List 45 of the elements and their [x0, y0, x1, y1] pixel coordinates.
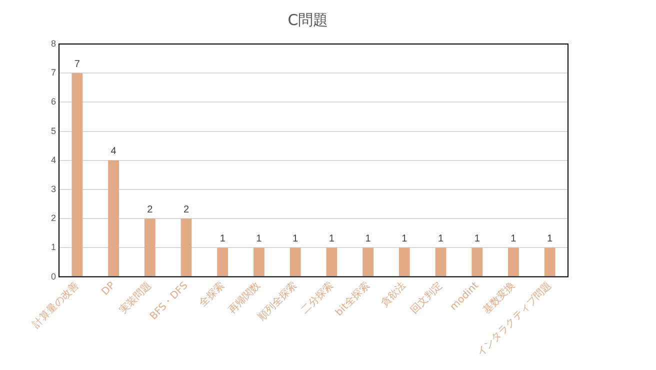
- bar: [217, 248, 228, 276]
- bar: [290, 248, 301, 276]
- x-tick-label: 全探索: [196, 280, 227, 310]
- y-tick-label: 7: [50, 68, 56, 78]
- data-label: 1: [547, 233, 554, 244]
- y-tick-label: 8: [50, 38, 56, 48]
- y-tick-label: 0: [50, 271, 56, 282]
- x-tick-label: DP: [100, 280, 118, 298]
- x-tick-label: 計算量の改善: [30, 280, 82, 330]
- bar: [144, 218, 156, 276]
- y-tick-label: 1: [50, 242, 56, 252]
- y-tick-label: 3: [50, 184, 56, 194]
- x-tick-label: bit全探索: [333, 280, 372, 318]
- x-tick-label: 回文判定: [408, 280, 445, 316]
- chart-title: C問題: [288, 10, 328, 29]
- data-label: 7: [74, 58, 80, 70]
- bar: [472, 248, 483, 276]
- x-tick-label: 二分探索: [298, 280, 336, 316]
- data-label: 1: [256, 233, 262, 244]
- data-label: 1: [328, 233, 335, 244]
- bar: [398, 248, 410, 276]
- y-tick-label: 5: [50, 126, 56, 136]
- bar: [362, 248, 374, 276]
- data-label: 1: [510, 233, 517, 244]
- bar: [108, 160, 119, 276]
- data-label: 2: [147, 204, 154, 216]
- y-tick-label: 4: [50, 154, 56, 165]
- data-label: 1: [292, 233, 299, 244]
- bar: [326, 248, 338, 276]
- data-label: 1: [402, 233, 408, 244]
- x-tick-label: 貪欲法: [378, 280, 408, 310]
- data-label: 4: [110, 146, 117, 158]
- bar: [254, 248, 264, 276]
- data-label: 2: [183, 204, 190, 216]
- bar: [508, 248, 519, 276]
- bar: [435, 248, 446, 276]
- data-label: 1: [474, 233, 480, 244]
- bar: [72, 73, 83, 276]
- data-label: 1: [365, 233, 372, 244]
- bar: [544, 248, 556, 276]
- data-label: 1: [438, 233, 444, 244]
- bar: [180, 218, 192, 276]
- data-label: 1: [220, 233, 226, 244]
- y-tick-label: 2: [50, 213, 56, 224]
- y-tick-label: 6: [50, 96, 56, 107]
